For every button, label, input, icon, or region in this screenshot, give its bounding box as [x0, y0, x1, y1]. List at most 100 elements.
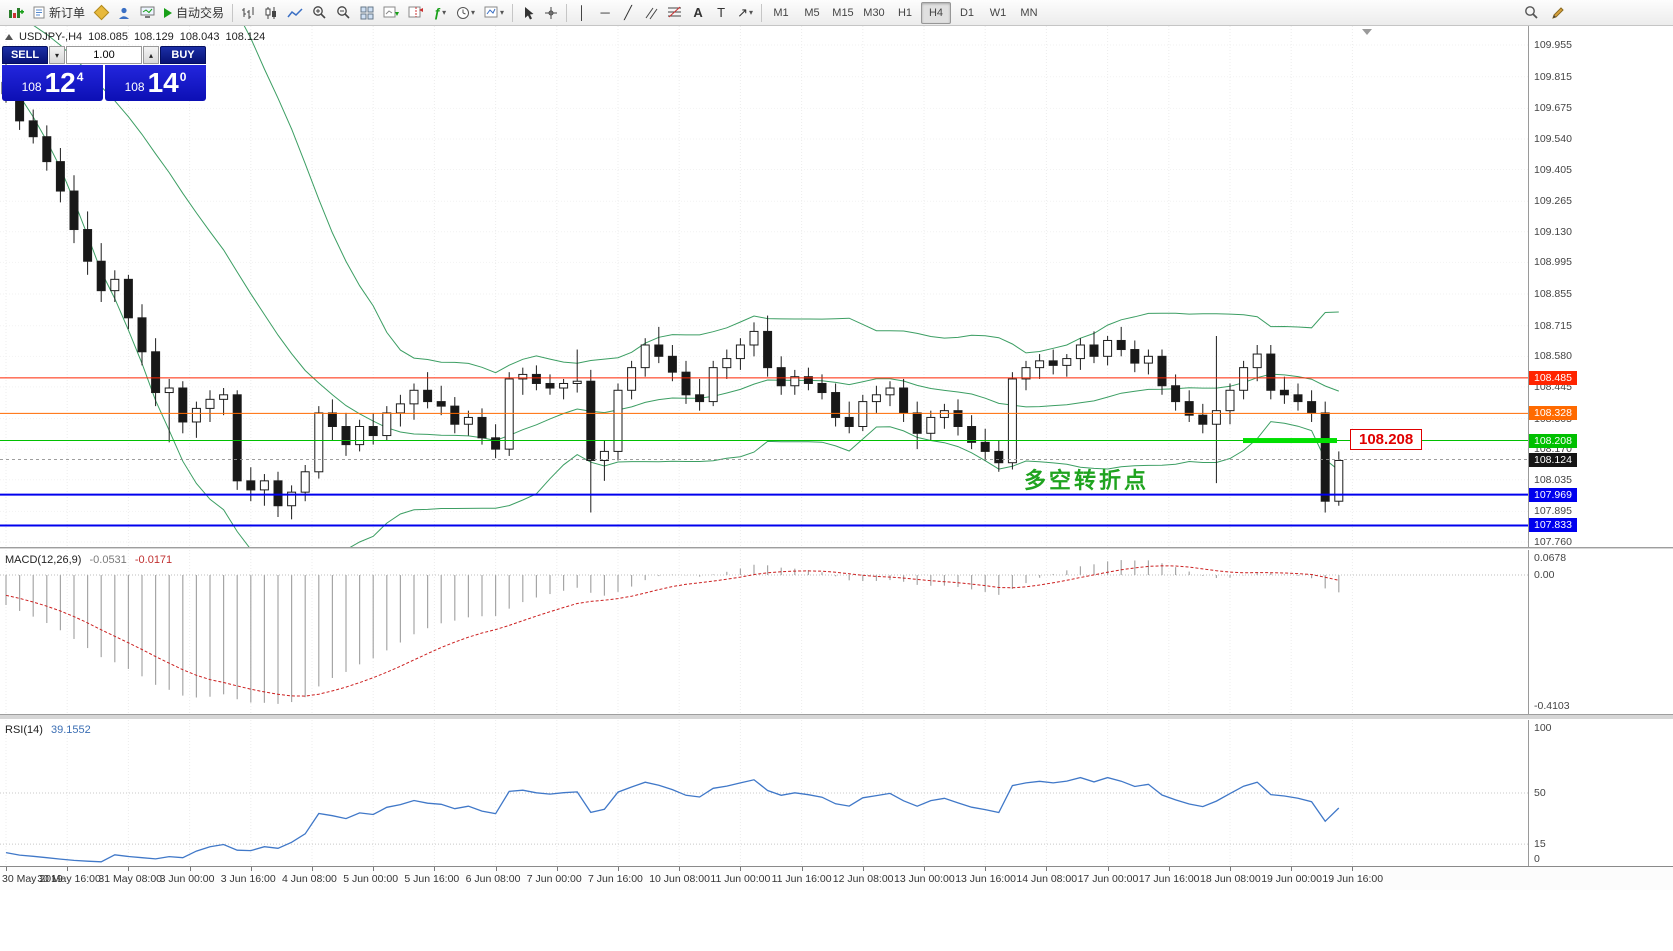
autotrading-label: 自动交易 [176, 6, 225, 20]
ask-pip-digit: 0 [179, 70, 187, 84]
macd-scale-max: 0.0678 [1534, 552, 1567, 564]
channel-icon[interactable] [640, 2, 662, 24]
timeframe-m15-button[interactable]: M15 [832, 6, 854, 19]
symbol-triangle-icon [5, 34, 13, 40]
time-tick [189, 867, 191, 871]
time-tick [985, 867, 987, 871]
time-tick [556, 867, 558, 871]
volume-increase-button[interactable]: ▴ [143, 46, 159, 64]
navigator-icon[interactable] [113, 2, 135, 24]
autotrading-button[interactable]: 自动交易 [160, 2, 228, 24]
panel-separator[interactable] [0, 714, 1673, 720]
zoom-in-icon[interactable] [308, 2, 331, 24]
price-scale-label: 107.895 [1534, 505, 1572, 518]
macd-main-value: -0.0531 [89, 554, 127, 566]
price-scale-label: 109.130 [1534, 225, 1572, 238]
chevron-down-icon: ▾ [500, 8, 505, 17]
panel-separator[interactable] [0, 547, 1673, 550]
time-tick [679, 867, 681, 871]
ask-price-box[interactable]: 108 14 0 [105, 65, 206, 101]
time-tick [373, 867, 375, 871]
market-watch-icon[interactable] [90, 2, 112, 24]
price-level-badge: 107.833 [1529, 518, 1577, 533]
price-callout[interactable]: 108.208 [1350, 429, 1423, 450]
time-tick [740, 867, 742, 871]
symbol-info: USDJPY-,H4 108.085 108.129 108.043 108.1… [5, 31, 265, 43]
time-axis-label: 17 Jun 00:00 [1077, 873, 1139, 885]
time-axis-label: 12 Jun 08:00 [832, 873, 894, 885]
toolbar-separator [566, 3, 568, 22]
macd-label: MACD(12,26,9) -0.0531 -0.0171 [5, 554, 172, 566]
macd-scale[interactable]: 0.0678 0.00 -0.4103 [1528, 550, 1673, 714]
auto-scroll-icon[interactable] [379, 2, 403, 24]
rsi-name: RSI(14) [5, 724, 43, 736]
time-axis-label: 11 Jun 00:00 [710, 873, 771, 885]
rsi-scale[interactable]: 100 50 15 0 [1528, 720, 1673, 866]
timeframe-m5-button[interactable]: M5 [804, 6, 820, 19]
vertical-line-icon[interactable]: │ [578, 5, 587, 20]
rsi-scale-label: 0 [1534, 853, 1540, 865]
rsi-panel[interactable]: RSI(14) 39.1552 [0, 720, 1528, 866]
edit-pencil-icon[interactable] [1547, 2, 1569, 24]
periods-icon[interactable]: ▾ [452, 2, 479, 24]
price-level-badge: 108.208 [1529, 433, 1577, 448]
macd-panel[interactable]: MACD(12,26,9) -0.0531 -0.0171 [0, 550, 1528, 714]
rsi-scale-label: 50 [1534, 787, 1546, 799]
templates-icon[interactable]: ▾ [480, 2, 508, 24]
chart-shift-icon[interactable] [404, 2, 428, 24]
price-scale[interactable]: 109.955 109.815 109.675 109.540 109.405 109.2… [1528, 26, 1673, 548]
timeframe-m1-button[interactable]: M1 [773, 6, 789, 19]
label-tool-icon[interactable]: T [717, 5, 726, 20]
timeframe-d1-button[interactable]: D1 [959, 6, 975, 19]
macd-signal-value: -0.0171 [134, 554, 173, 566]
tile-windows-icon[interactable] [356, 2, 378, 24]
timeframe-m30-button[interactable]: M30 [863, 6, 885, 19]
arrows-tool-icon[interactable]: ↗ ▾ [733, 2, 757, 24]
volume-input[interactable] [66, 46, 142, 64]
terminal-icon[interactable] [136, 2, 159, 24]
timeframe-mn-button[interactable]: MN [1020, 6, 1038, 19]
bid-price-box[interactable]: 108 12 4 [2, 65, 103, 101]
cursor-icon[interactable] [517, 2, 539, 24]
buy-button[interactable]: BUY [160, 46, 206, 64]
bar-chart-icon[interactable] [237, 2, 259, 24]
search-icon[interactable] [1520, 2, 1543, 24]
line-chart-icon[interactable] [283, 2, 307, 24]
new-order-button[interactable]: 新订单 [29, 2, 89, 24]
time-axis[interactable]: 30 May 2019 30 May 16:00 31 May 08:00 3 Jun… [0, 866, 1673, 890]
turning-point-annotation: 多空转折点 [1024, 468, 1150, 493]
crosshair-icon[interactable] [540, 2, 562, 24]
price-level-badge: 108.485 [1529, 370, 1577, 385]
ohlc-high: 108.129 [133, 31, 174, 43]
fibonacci-icon[interactable] [663, 2, 686, 24]
horizontal-line-icon[interactable]: ─ [600, 5, 610, 20]
price-scale-label: 108.715 [1534, 319, 1572, 332]
time-tick [67, 867, 69, 871]
new-chart-icon[interactable] [4, 2, 28, 24]
rsi-scale-label: 15 [1534, 838, 1546, 851]
volume-decrease-button[interactable]: ▾ [49, 46, 65, 64]
timeframe-h1-button[interactable]: H1 [897, 6, 913, 19]
time-axis-label: 13 Jun 00:00 [894, 873, 955, 885]
indicators-icon[interactable]: ƒ ▾ [429, 2, 451, 24]
chevron-down-icon: ▾ [748, 8, 753, 17]
timeframe-w1-button[interactable]: W1 [989, 6, 1007, 19]
candlestick-chart-icon[interactable] [260, 2, 282, 24]
trendline-icon[interactable]: ╱ [624, 5, 632, 20]
zoom-out-icon[interactable] [332, 2, 355, 24]
chart-shift-marker[interactable] [1362, 29, 1372, 35]
diamond-icon [93, 4, 109, 21]
time-axis-label: 7 Jun 16:00 [588, 873, 643, 885]
sell-button[interactable]: SELL [2, 46, 48, 64]
time-axis-label: 19 Jun 00:00 [1261, 873, 1322, 885]
price-chart-panel[interactable]: USDJPY-,H4 108.085 108.129 108.043 108.1… [0, 26, 1528, 547]
time-axis-label: 5 Jun 16:00 [404, 873, 460, 885]
candlestick-chart[interactable] [0, 26, 1528, 547]
timeframe-h4-button[interactable]: H4 [920, 1, 951, 24]
chevron-down-icon: ▾ [442, 8, 447, 17]
text-tool-icon[interactable]: A [693, 5, 703, 20]
new-order-label: 新订单 [49, 6, 86, 20]
time-tick [495, 867, 497, 871]
play-icon [164, 7, 173, 18]
